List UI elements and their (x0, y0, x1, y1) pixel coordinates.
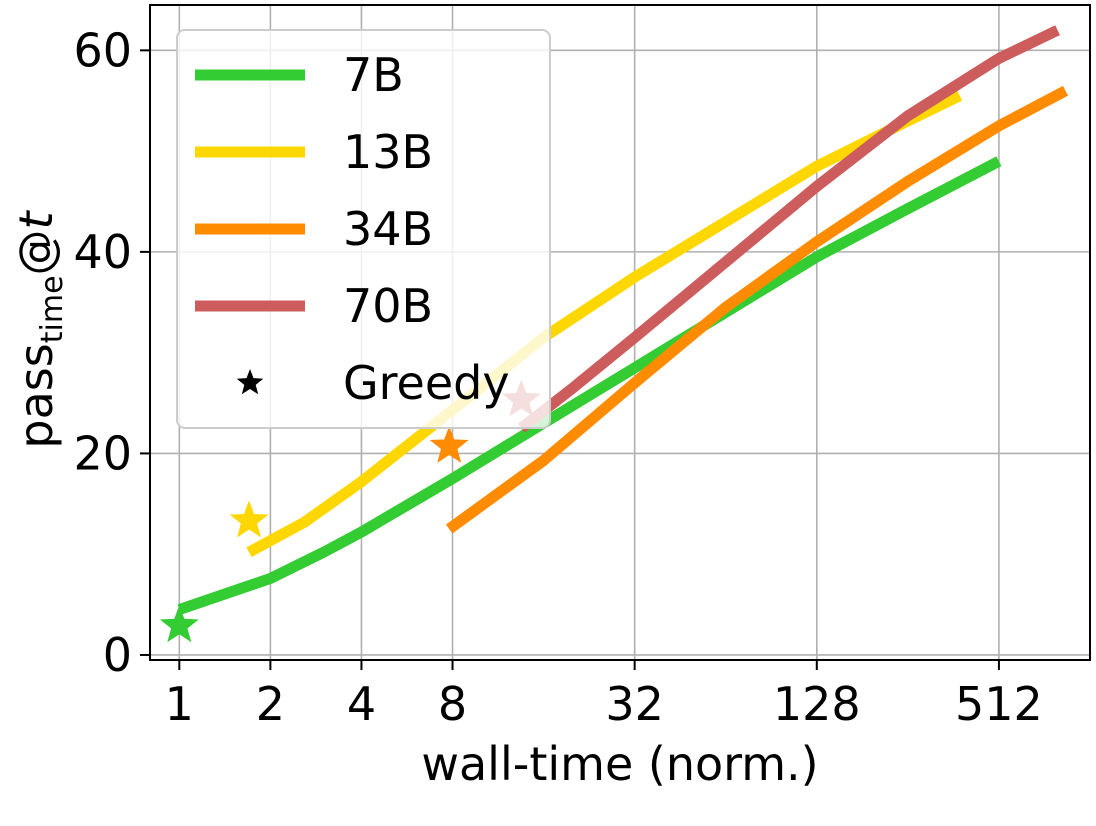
x-tick-label: 8 (438, 677, 467, 731)
legend-label-34b: 34B (343, 202, 433, 256)
x-tick-label: 128 (773, 677, 861, 731)
greedy-marker-34b (429, 425, 469, 463)
series-line-34b (445, 85, 1069, 534)
y-tick-label: 60 (73, 23, 132, 77)
x-tick-label: 32 (605, 677, 664, 731)
plot-frame (149, 4, 1091, 661)
y-label-var: t (9, 209, 63, 229)
y-label-main: pass (9, 343, 63, 448)
legend-box (176, 29, 551, 429)
series-line-70b (517, 25, 1060, 433)
x-axis-label: wall-time (norm.) (421, 737, 818, 791)
legend-label-70b: 70B (343, 279, 433, 333)
legend-swatch-greedy (236, 369, 264, 395)
x-tick-label: 512 (955, 677, 1043, 731)
y-axis-label: passtime@t (9, 209, 70, 448)
legend-label-13b: 13B (343, 125, 433, 179)
legend-label-greedy: Greedy (343, 356, 510, 410)
y-tick-label: 0 (103, 628, 132, 682)
y-label-at: @ (9, 229, 63, 275)
y-tick-label: 20 (73, 426, 132, 480)
legend: 7B 13B 34B 70B Greedy (176, 29, 551, 429)
series-line-13b (246, 90, 963, 558)
legend-label-7b: 7B (343, 48, 404, 102)
y-label-sub: time (35, 275, 70, 343)
series-layer (177, 25, 1069, 615)
greedy-marker-7b (159, 605, 199, 643)
y-tick-label: 40 (73, 225, 132, 279)
x-tick-label: 1 (165, 677, 194, 731)
greedy-marker-13b (229, 500, 269, 538)
x-tick-label: 2 (256, 677, 285, 731)
x-tick-label: 4 (347, 677, 376, 731)
axis-ticks: 1 2 4 8 32 128 512 0 20 40 60 (73, 23, 1042, 731)
